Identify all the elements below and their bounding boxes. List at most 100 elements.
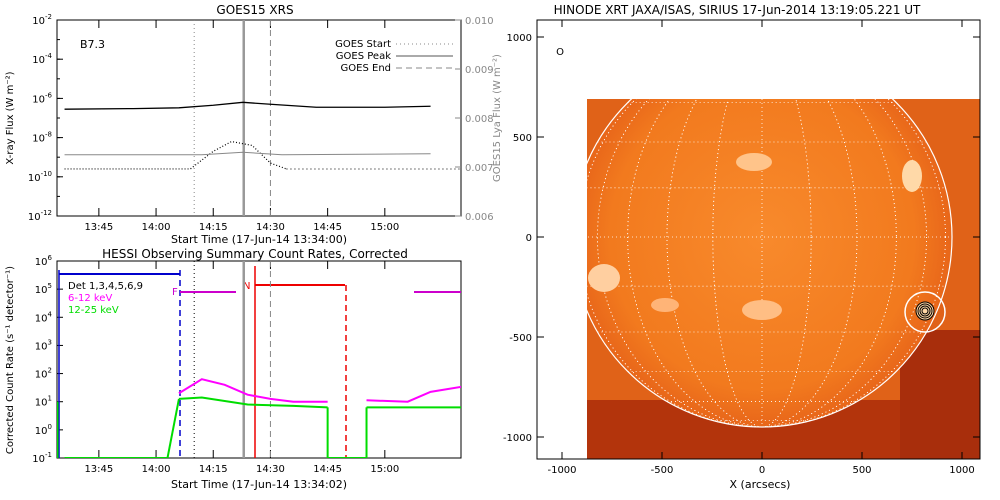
hinode-xrt-panel: HINODE XRT JAXA/ISAS, SIRIUS 17-Jun-2014… <box>503 3 981 491</box>
goes-x-tick-label: 14:00 <box>142 222 171 233</box>
xrt-x-tick-label: -1000 <box>547 465 576 476</box>
xrt-x-tick-label: 1000 <box>949 465 974 476</box>
hessi-flare-flag-label: F <box>172 287 178 298</box>
xrt-y-tick-label: -500 <box>509 333 532 344</box>
goes-y2-tick-label: 0.007 <box>465 163 494 174</box>
hessi-saa-flag-label: S <box>50 271 56 282</box>
goes-x-tick-label: 15:00 <box>370 222 399 233</box>
goes-y-tick-label: 10-8 <box>32 131 52 145</box>
flare-marker-circle <box>904 291 946 333</box>
hessi-x-tick-label: 14:00 <box>142 464 171 475</box>
goes-title: GOES15 XRS <box>216 3 293 17</box>
hessi-y-tick-label: 104 <box>35 310 53 324</box>
legend-hessi-12-25: 12-25 keV <box>68 305 119 316</box>
goes-y-tick-label: 10-6 <box>32 91 52 105</box>
flare-contour-ring <box>917 303 933 319</box>
xrt-x-tick-label: -500 <box>651 465 674 476</box>
goes-y2-tick-label: 0.009 <box>465 65 494 76</box>
goes-plot-frame <box>56 19 462 217</box>
xrt-title: HINODE XRT JAXA/ISAS, SIRIUS 17-Jun-2014… <box>554 3 921 17</box>
goes-y-tick-label: 10-12 <box>28 209 52 223</box>
goes-x-tick-label: 13:45 <box>84 222 113 233</box>
goes-x-label: Start Time (17-Jun-14 13:34:00) <box>171 233 347 246</box>
hessi-series-1-segment-1 <box>178 396 328 409</box>
goes-y2-tick-label: 0.006 <box>465 212 494 223</box>
hessi-series-0-segment-1 <box>366 385 461 403</box>
goes-xrs-panel: GOES15 XRS 10-2 10-4 10-6 10-8 10-10 10-12 0.… <box>5 3 503 246</box>
hessi-y-tick-label: 106 <box>35 254 53 268</box>
hessi-x-tick-label: 14:15 <box>199 464 228 475</box>
goes-y-tick-label: 10-2 <box>32 13 52 27</box>
hessi-title: HESSI Observing Summary Count Rates, Cor… <box>102 247 408 261</box>
hessi-x-tick-label: 13:45 <box>84 464 113 475</box>
hessi-x-axis: 13:45 14:00 14:15 14:30 14:45 15:00 <box>84 261 399 475</box>
goes-x-tick-label: 14:30 <box>256 222 285 233</box>
hessi-y-axis: 10-1 100 101 102 103 104 105 106 <box>32 254 63 465</box>
hessi-y-label: Corrected Count Rate (s⁻¹ detector⁻¹) <box>5 266 16 454</box>
hessi-series-0-segment-0 <box>178 378 328 403</box>
xrt-x-tick-label: 500 <box>852 465 871 476</box>
goes-legend: GOES Start GOES Peak GOES End <box>335 39 453 74</box>
hessi-plot-frame <box>56 260 462 459</box>
bright-region-west-north <box>902 160 922 192</box>
flare-contour-ring <box>919 305 931 317</box>
xrt-y-tick-label: 0 <box>526 233 532 244</box>
hessi-flags: S F N <box>50 261 461 458</box>
flare-contours <box>915 301 935 321</box>
xrt-image <box>587 99 980 459</box>
hessi-night-flag-label: N <box>243 281 250 292</box>
goes-y-tick-label: 10-4 <box>32 52 52 66</box>
hessi-y-tick-label: 100 <box>35 423 52 437</box>
legend-hessi-det: Det 1,3,4,5,6,9 <box>68 281 143 292</box>
flare-contour-ring <box>915 301 935 321</box>
goes-y2-tick-label: 0.008 <box>465 114 494 125</box>
goes-x-tick-label: 14:45 <box>313 222 342 233</box>
solar-disk <box>587 99 952 427</box>
hessi-x-tick-label: 15:00 <box>370 464 399 475</box>
hessi-y-tick-label: 103 <box>35 338 52 352</box>
hessi-green-rise <box>166 398 180 458</box>
goes-event-markers <box>193 20 271 216</box>
legend-goes-peak: GOES Peak <box>336 51 391 62</box>
hessi-series <box>57 378 461 458</box>
legend-goes-end: GOES End <box>341 63 391 74</box>
hessi-y-tick-label: 105 <box>35 282 52 296</box>
xrt-marker-label: O <box>556 47 564 58</box>
goes-y-tick-label: 10-10 <box>28 170 52 184</box>
solar-limb <box>587 99 953 428</box>
xrt-axes: -1000 -500 0 500 1000 1000 500 0 -500 -1000 <box>503 20 980 476</box>
goes-y-axis: 10-2 10-4 10-6 10-8 10-10 10-12 <box>28 13 63 223</box>
hessi-y-tick-label: 101 <box>35 395 52 409</box>
goes-x-tick-label: 14:15 <box>199 222 228 233</box>
bright-region-central-south <box>742 300 782 320</box>
hessi-legend: Det 1,3,4,5,6,9 6-12 keV 12-25 keV <box>68 281 143 316</box>
hessi-x-tick-label: 14:30 <box>256 464 285 475</box>
xrt-y-tick-label: -1000 <box>503 433 532 444</box>
bright-region-south <box>651 298 679 312</box>
goes-y2-tick-label: 0.010 <box>465 16 494 27</box>
hessi-y-tick-label: 10-1 <box>32 451 52 465</box>
xrt-plot-frame <box>536 19 981 460</box>
xrt-x-label: X (arcsecs) <box>730 478 791 491</box>
xrt-y-tick-label: 1000 <box>507 33 532 44</box>
goes-y2-label: GOES15 Lya Flux (W m⁻²) <box>492 54 503 182</box>
goes-lya-line <box>64 151 431 156</box>
goes-y-label: X-ray Flux (W m⁻²) <box>5 71 16 164</box>
hessi-y-tick-label: 102 <box>35 367 52 381</box>
xrt-x-tick-label: 0 <box>759 465 765 476</box>
longitude-line <box>666 99 858 428</box>
goes-class-annotation: B7.3 <box>80 38 105 51</box>
goes-long-channel-line <box>64 101 431 110</box>
bright-region-center-north <box>736 153 772 171</box>
flare-region <box>916 302 934 320</box>
legend-goes-start: GOES Start <box>335 39 391 50</box>
hessi-x-label: Start Time (17-Jun-14 13:34:02) <box>171 478 347 491</box>
goes-x-axis: 13:45 14:00 14:15 14:30 14:45 15:00 <box>84 20 399 233</box>
goes-series <box>64 101 461 170</box>
hessi-x-tick-label: 14:45 <box>313 464 342 475</box>
goes-y2-axis: 0.010 0.009 0.008 0.007 0.006 <box>455 16 494 223</box>
xrt-y-tick-label: 500 <box>513 133 532 144</box>
bright-region-east <box>588 264 620 292</box>
flare-contour-ring <box>921 307 929 315</box>
hessi-panel: HESSI Observing Summary Count Rates, Cor… <box>5 247 462 491</box>
